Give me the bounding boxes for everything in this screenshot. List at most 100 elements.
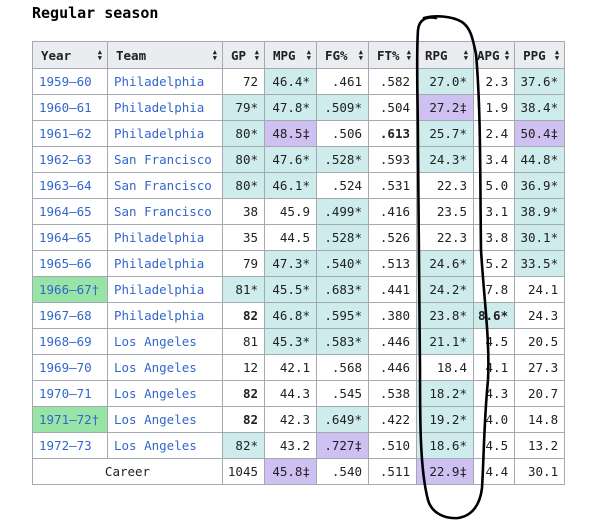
cell-year[interactable]: 1966–67†: [32, 276, 108, 303]
cell-year[interactable]: 1967–68: [32, 302, 108, 329]
cell-year[interactable]: 1971–72†: [32, 406, 108, 433]
cell-apg: 4.1: [472, 354, 516, 381]
cell-apg: 4.5: [472, 328, 516, 355]
cell-ppg: 33.5*: [514, 250, 566, 277]
sort-arrows-icon[interactable]: ▲ ▼: [306, 48, 311, 62]
cell-ppg: 24.3: [514, 302, 566, 329]
cell-gp: 81*: [222, 276, 265, 303]
cell-year[interactable]: 1968–69: [32, 328, 108, 355]
cell-year[interactable]: 1965–66: [32, 250, 108, 277]
cell-rpg: 18.4: [416, 354, 474, 381]
cell-rpg: 24.2*: [416, 276, 474, 303]
cell-rpg: 21.1*: [416, 328, 474, 355]
sort-arrows-icon[interactable]: ▲ ▼: [463, 48, 468, 62]
column-header-team[interactable]: Team ▲ ▼: [107, 41, 223, 69]
cell-year[interactable]: 1964–65: [32, 224, 108, 251]
cell-mpg: 47.3*: [264, 250, 317, 277]
cell-mpg: 45.9: [264, 198, 317, 225]
cell-team[interactable]: Los Angeles: [107, 328, 223, 355]
cell-team[interactable]: Philadelphia: [107, 120, 223, 147]
cell-year[interactable]: 1962–63: [32, 146, 108, 173]
cell-team[interactable]: Philadelphia: [107, 302, 223, 329]
cell-apg: 8.6*: [472, 302, 516, 329]
column-header-gp[interactable]: GP ▲ ▼: [222, 41, 265, 69]
cell-gp: 82: [222, 380, 265, 407]
regular-season-stats-table: Year ▲ ▼ Team ▲ ▼ GP ▲ ▼ MPG ▲ ▼ FG% ▲ ▼ FT% ▲ ▼ RPG…: [32, 41, 566, 485]
cell-year[interactable]: 1964–65: [32, 198, 108, 225]
cell-apg: 2.3: [472, 68, 516, 95]
career-label: Career: [32, 458, 223, 485]
cell-team[interactable]: San Francisco: [107, 172, 223, 199]
cell-team[interactable]: Philadelphia: [107, 276, 223, 303]
cell-year[interactable]: 1970–71: [32, 380, 108, 407]
table-row: 1959–60 Philadelphia 72 46.4* .461.582 27.0* 2…: [32, 68, 566, 95]
sort-arrows-icon[interactable]: ▲ ▼: [406, 48, 411, 62]
column-header-fg[interactable]: FG% ▲ ▼: [316, 41, 369, 69]
sort-arrows-icon[interactable]: ▲ ▼: [554, 48, 560, 62]
career-cell-fg: .540: [316, 458, 369, 485]
cell-apg: 2.4: [472, 120, 516, 147]
column-header-rpg[interactable]: RPG ▲ ▼: [416, 41, 474, 69]
cell-mpg: 46.1*: [264, 172, 317, 199]
cell-ppg: 20.7: [514, 380, 566, 407]
column-header-ppg[interactable]: PPG ▲ ▼: [514, 41, 566, 69]
cell-team[interactable]: Philadelphia: [107, 94, 223, 121]
cell-team[interactable]: San Francisco: [107, 198, 223, 225]
cell-ft: .531: [368, 172, 417, 199]
cell-year[interactable]: 1963–64: [32, 172, 108, 199]
cell-year[interactable]: 1961–62: [32, 120, 108, 147]
column-header-apg[interactable]: APG ▲ ▼: [472, 41, 516, 69]
cell-team[interactable]: Philadelphia: [107, 224, 223, 251]
cell-rpg: 24.6*: [416, 250, 474, 277]
cell-apg: 5.2: [472, 250, 516, 277]
sort-arrows-icon[interactable]: ▲ ▼: [504, 48, 510, 62]
cell-gp: 80*: [222, 146, 265, 173]
cell-apg: 5.0: [472, 172, 516, 199]
column-header-year[interactable]: Year ▲ ▼: [32, 41, 108, 69]
sort-arrows-icon[interactable]: ▲ ▼: [212, 48, 217, 62]
column-header-ft[interactable]: FT% ▲ ▼: [368, 41, 417, 69]
career-cell-apg: 4.4: [472, 458, 516, 485]
cell-team[interactable]: Los Angeles: [107, 354, 223, 381]
cell-ppg: 30.1*: [514, 224, 566, 251]
cell-gp: 80*: [222, 120, 265, 147]
cell-year[interactable]: 1959–60: [32, 68, 108, 95]
table-row: 1965–66 Philadelphia 79 47.3* .540* .513 24.6*…: [32, 250, 566, 277]
cell-team[interactable]: Philadelphia: [107, 250, 223, 277]
cell-team[interactable]: San Francisco: [107, 146, 223, 173]
table-row: 1972–73 Los Angeles 82* 43.2.727‡ .510 18.6* 4…: [32, 432, 566, 459]
cell-team[interactable]: Los Angeles: [107, 406, 223, 433]
cell-ppg: 27.3: [514, 354, 566, 381]
cell-team[interactable]: Los Angeles: [107, 380, 223, 407]
cell-rpg: 24.3*: [416, 146, 474, 173]
cell-rpg: 18.6*: [416, 432, 474, 459]
table-row: 1961–62 Philadelphia 80* 48.5‡ .506.613 25.7*…: [32, 120, 566, 147]
cell-rpg: 19.2*: [416, 406, 474, 433]
cell-apg: 4.3: [472, 380, 516, 407]
career-cell-gp: 1045: [222, 458, 265, 485]
sort-arrows-icon[interactable]: ▲ ▼: [97, 48, 102, 62]
career-cell-ppg: 30.1: [514, 458, 566, 485]
cell-ft: .380: [368, 302, 417, 329]
cell-ft: .513: [368, 250, 417, 277]
cell-team[interactable]: Los Angeles: [107, 432, 223, 459]
cell-mpg: 45.5*: [264, 276, 317, 303]
cell-year[interactable]: 1960–61: [32, 94, 108, 121]
sort-arrows-icon[interactable]: ▲ ▼: [358, 48, 363, 62]
table-row: 1960–61 Philadelphia 79* 47.8* .509* .504 27.2…: [32, 94, 566, 121]
cell-rpg: 23.5: [416, 198, 474, 225]
cell-gp: 79*: [222, 94, 265, 121]
cell-rpg: 22.3: [416, 172, 474, 199]
cell-fg: .583*: [316, 328, 369, 355]
cell-year[interactable]: 1972–73: [32, 432, 108, 459]
cell-year[interactable]: 1969–70: [32, 354, 108, 381]
table-row: 1964–65 Philadelphia 35 44.5.528* .526 22.3 3.…: [32, 224, 566, 251]
cell-fg: .649*: [316, 406, 369, 433]
cell-rpg: 27.0*: [416, 68, 474, 95]
cell-team[interactable]: Philadelphia: [107, 68, 223, 95]
sort-arrows-icon[interactable]: ▲ ▼: [254, 48, 259, 62]
column-header-mpg[interactable]: MPG ▲ ▼: [264, 41, 317, 69]
cell-rpg: 23.8*: [416, 302, 474, 329]
cell-mpg: 47.6*: [264, 146, 317, 173]
cell-gp: 35: [222, 224, 265, 251]
